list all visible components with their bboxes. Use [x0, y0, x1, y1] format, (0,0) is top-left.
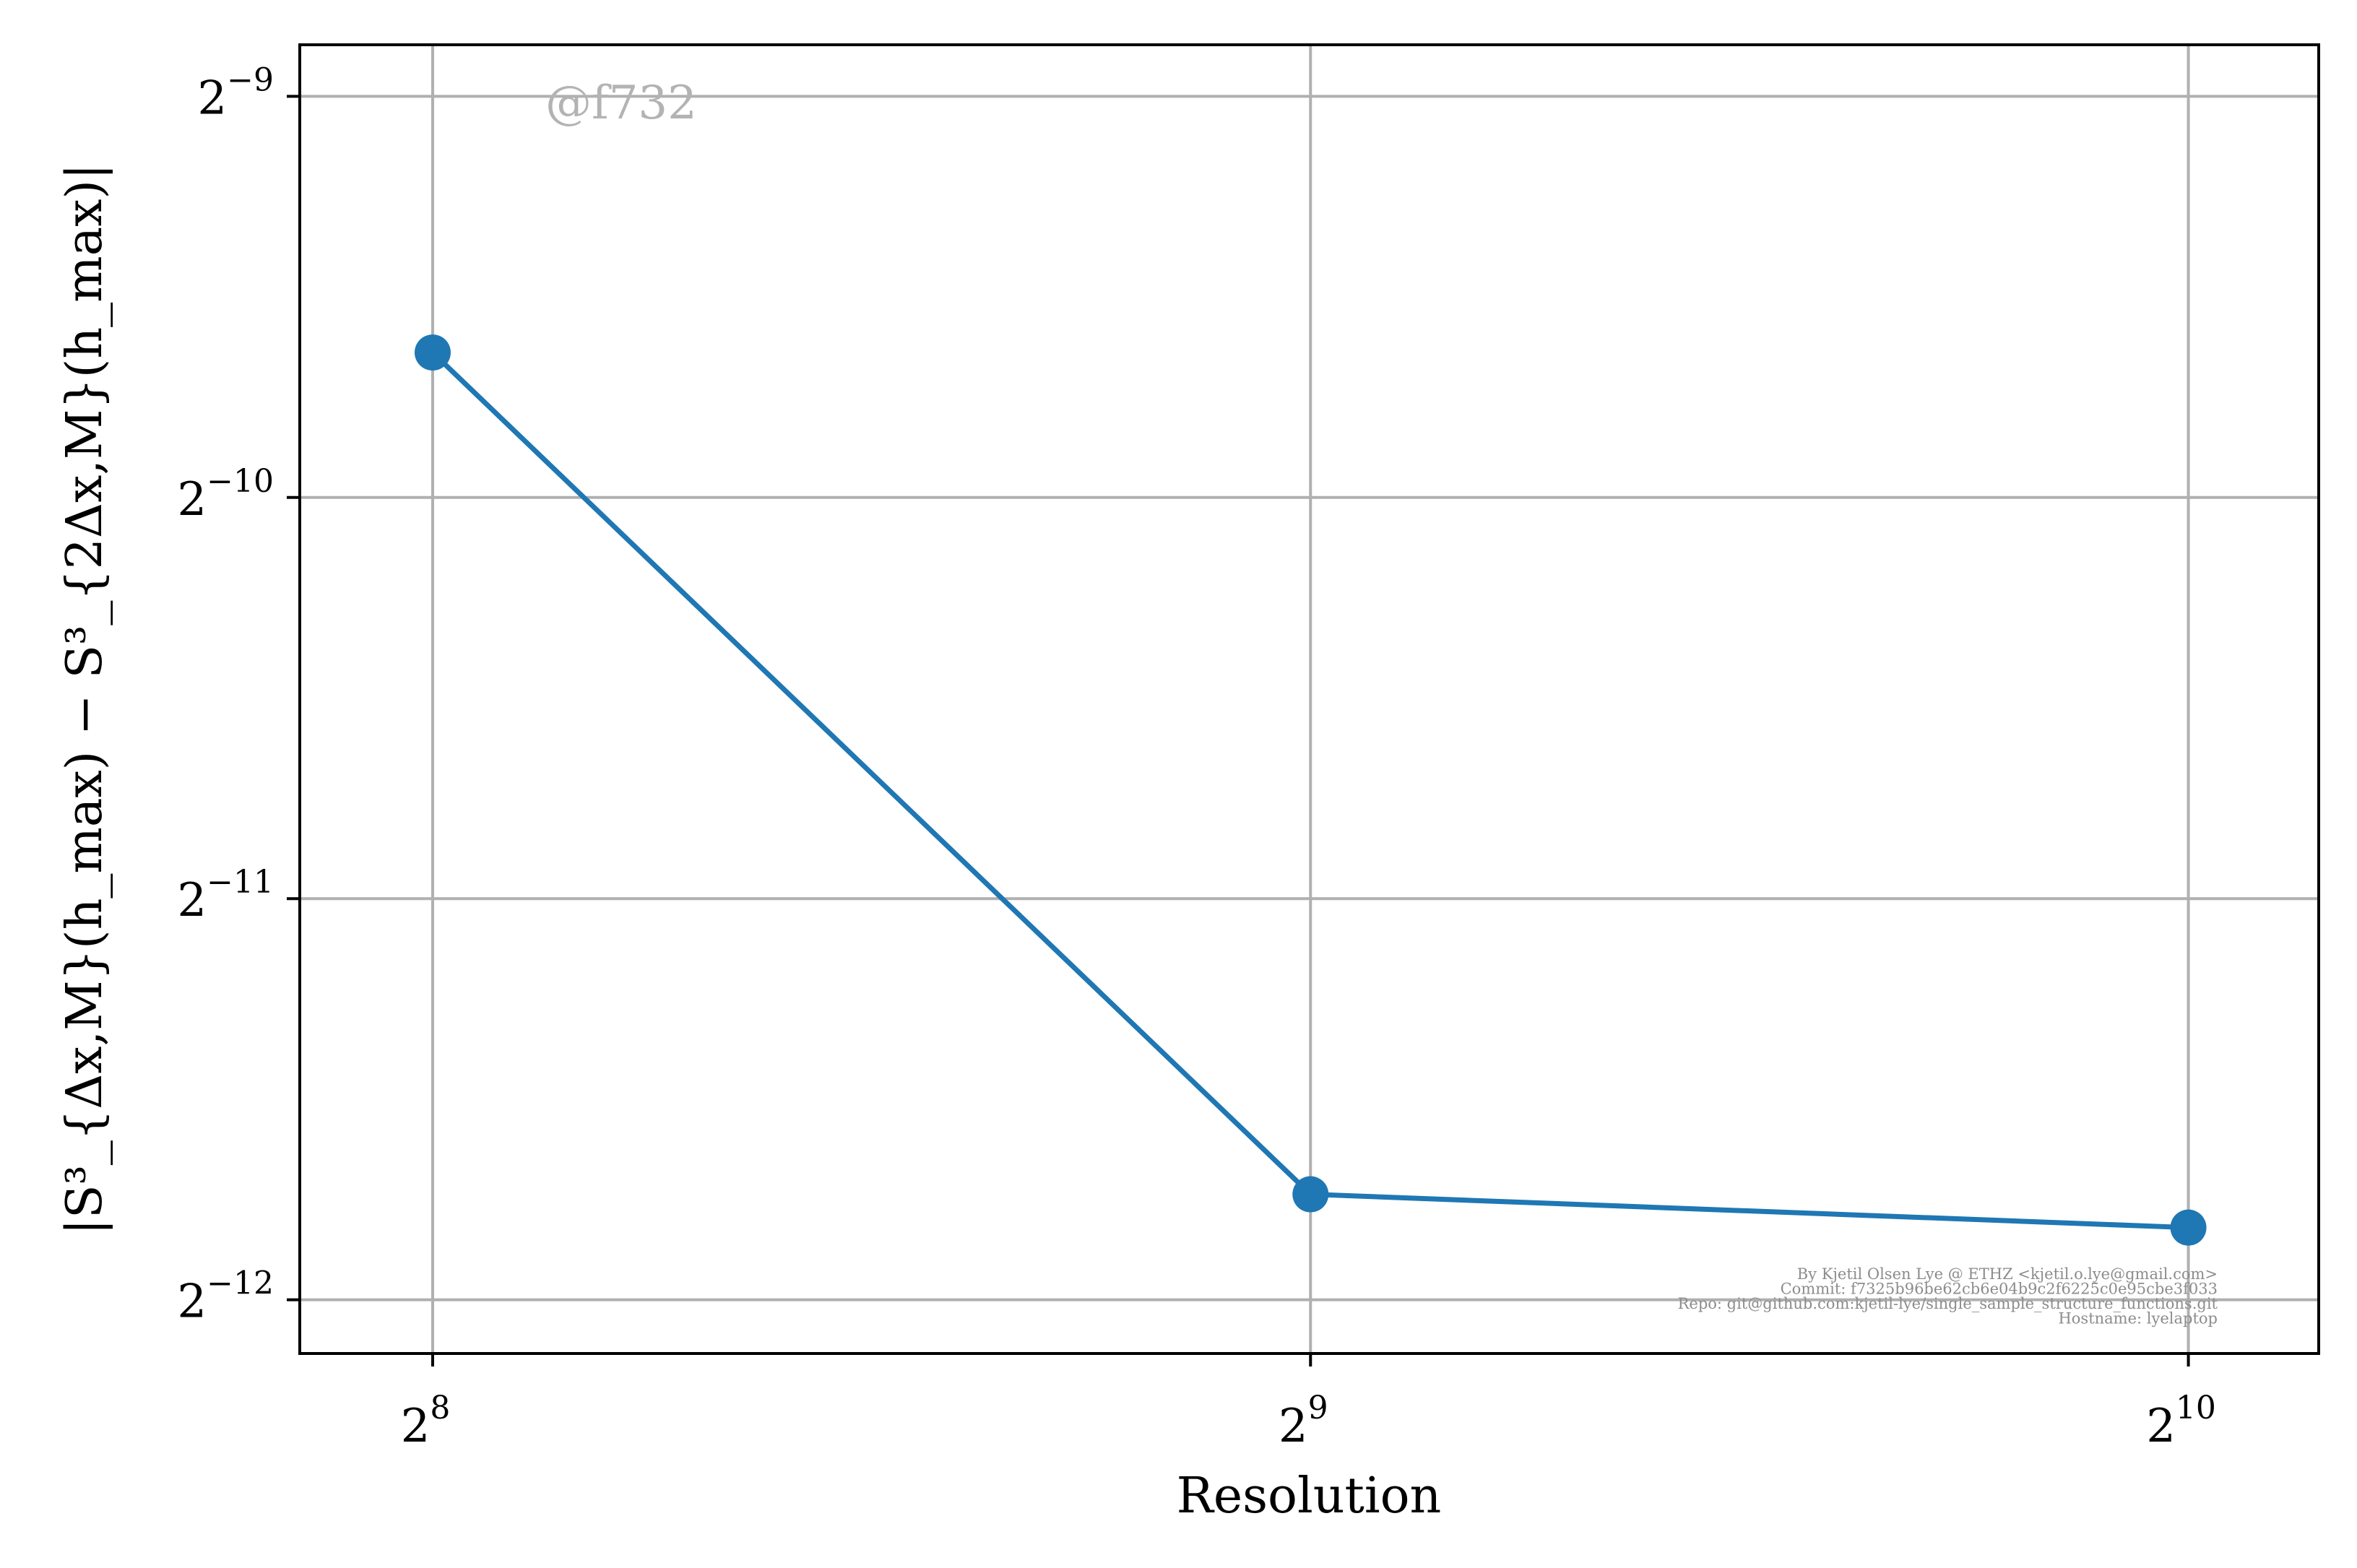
ticks	[287, 95, 2190, 1366]
series-line	[414, 334, 2207, 1246]
grid	[300, 45, 2319, 1353]
data-point-2	[2170, 1209, 2207, 1246]
annotation-line-2: Repo: git@github.com:kjetil-lye/single_s…	[1678, 1295, 2218, 1312]
data-point-0	[414, 334, 451, 371]
provenance-annotation: By Kjetil Olsen Lye @ ETHZ <kjetil.o.lye…	[1678, 1265, 2218, 1327]
annotation-line-0: By Kjetil Olsen Lye @ ETHZ <kjetil.o.lye…	[1797, 1265, 2218, 1283]
x-tick-label-2: 210	[2146, 1390, 2216, 1453]
annotation-line-1: Commit: f7325b96be62cb6e04b9c2f6225c0e95…	[1781, 1281, 2218, 1298]
annotation-line-3: Hostname: lyelaptop	[2058, 1310, 2218, 1327]
x-axis-label: Resolution	[1177, 1468, 1442, 1525]
y-axis-label: |S³_{Δx,M}(h_max) − S³_{2Δx,M}(h_max)|	[56, 163, 113, 1235]
watermark: @f732	[545, 77, 697, 130]
data-point-1	[1292, 1176, 1329, 1213]
